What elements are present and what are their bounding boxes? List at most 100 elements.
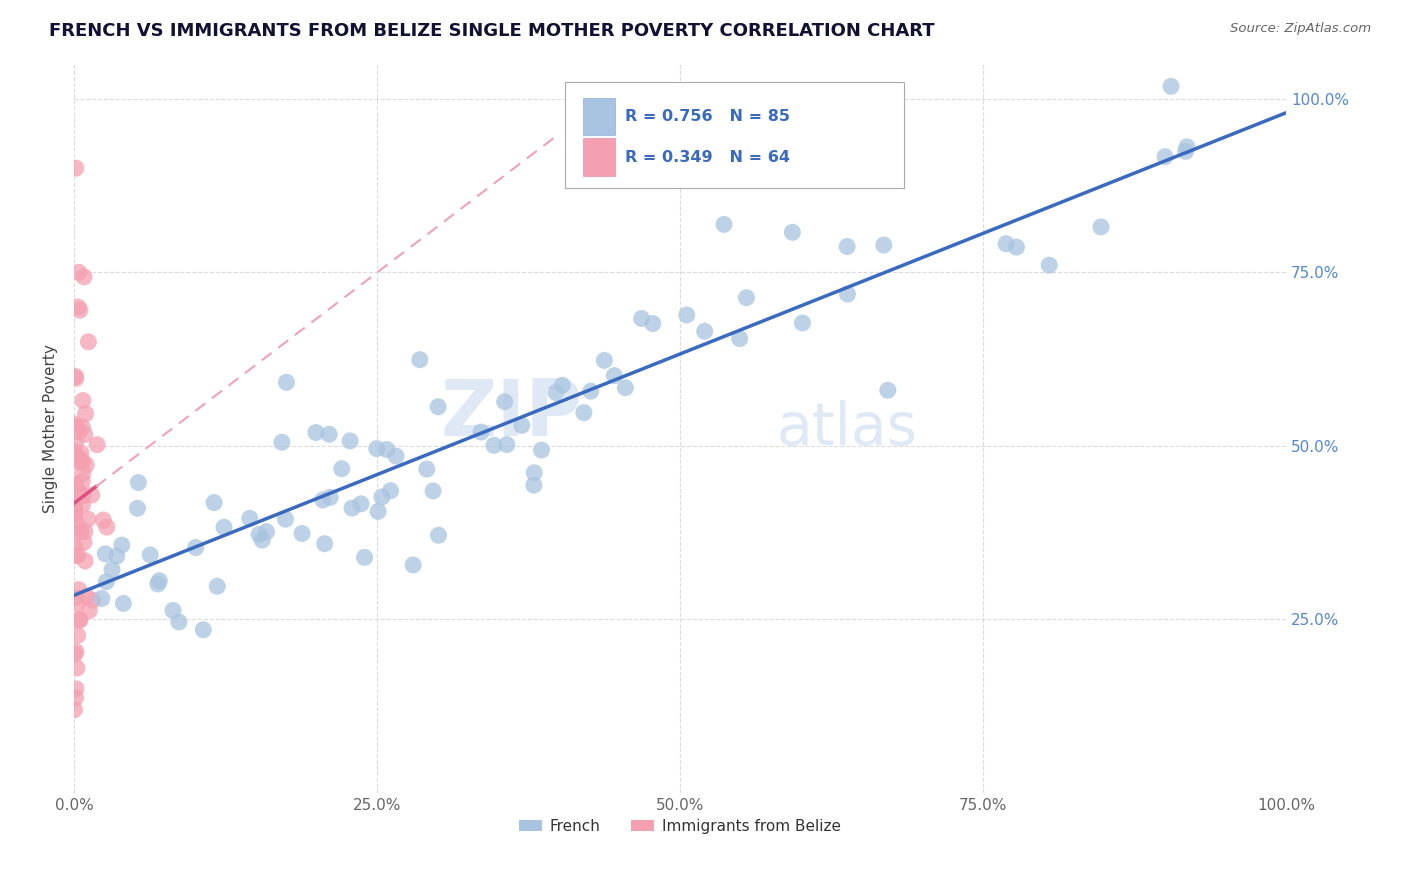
Point <box>72 498 94 512</box>
Text: FRENCH VS IMMIGRANTS FROM BELIZE SINGLE MOTHER POVERTY CORRELATION CHART: FRENCH VS IMMIGRANTS FROM BELIZE SINGLE … <box>49 22 935 40</box>
Point <box>112 596 135 610</box>
Point <box>75 458 97 472</box>
Point <box>380 483 402 498</box>
Point <box>67 613 90 627</box>
Point <box>77 604 100 618</box>
Point <box>86 438 108 452</box>
Point <box>630 311 652 326</box>
Point <box>1160 79 1182 94</box>
Point <box>239 511 262 525</box>
Point <box>111 538 134 552</box>
Point <box>90 591 112 606</box>
Point <box>67 483 90 498</box>
Point <box>66 597 89 611</box>
Point <box>1005 240 1028 254</box>
Point <box>1154 150 1177 164</box>
Point <box>544 385 567 400</box>
Point <box>367 504 389 518</box>
Point <box>523 466 546 480</box>
Point <box>353 550 375 565</box>
Point <box>254 524 277 539</box>
Point <box>572 406 595 420</box>
Y-axis label: Single Mother Poverty: Single Mother Poverty <box>44 344 58 513</box>
Point <box>69 452 91 467</box>
Point <box>70 524 93 539</box>
Point <box>202 496 225 510</box>
Text: Source: ZipAtlas.com: Source: ZipAtlas.com <box>1230 22 1371 36</box>
Point <box>422 483 444 498</box>
Legend: French, Immigrants from Belize: French, Immigrants from Belize <box>513 813 846 840</box>
Point <box>65 690 87 705</box>
Point <box>837 239 859 253</box>
Point <box>77 334 100 349</box>
Point <box>551 378 574 392</box>
Point <box>127 475 149 490</box>
Point <box>193 623 215 637</box>
Point <box>75 590 97 604</box>
Point <box>75 554 97 568</box>
Point <box>73 524 96 539</box>
Point <box>63 500 86 514</box>
Point <box>72 489 94 503</box>
Point <box>1175 140 1198 154</box>
Point <box>495 437 517 451</box>
FancyBboxPatch shape <box>583 97 614 136</box>
Point <box>101 563 124 577</box>
Point <box>603 368 626 383</box>
Point <box>127 501 149 516</box>
Point <box>65 478 87 492</box>
Point <box>63 647 86 661</box>
Point <box>72 393 94 408</box>
Point <box>146 577 169 591</box>
Point <box>510 418 533 433</box>
FancyBboxPatch shape <box>565 82 904 188</box>
Point <box>162 603 184 617</box>
Point <box>65 644 87 658</box>
Point <box>65 591 87 605</box>
Point <box>63 703 86 717</box>
Point <box>94 547 117 561</box>
Point <box>184 541 207 555</box>
Point <box>350 497 373 511</box>
Point <box>66 449 89 463</box>
Text: atlas: atlas <box>778 400 918 457</box>
Point <box>63 522 86 536</box>
Point <box>792 316 814 330</box>
Point <box>385 449 408 463</box>
Text: R = 0.349   N = 64: R = 0.349 N = 64 <box>626 150 790 165</box>
Point <box>212 520 235 534</box>
Point <box>330 461 353 475</box>
Point <box>593 353 616 368</box>
Point <box>167 615 190 629</box>
Point <box>366 442 388 456</box>
Point <box>91 513 114 527</box>
Point <box>305 425 328 440</box>
Point <box>713 218 735 232</box>
Point <box>67 582 90 597</box>
Point <box>876 383 898 397</box>
Point <box>530 443 553 458</box>
Point <box>69 303 91 318</box>
Point <box>314 537 336 551</box>
Point <box>63 417 86 431</box>
Point <box>207 579 229 593</box>
Point <box>728 332 751 346</box>
Point <box>319 491 342 505</box>
Point <box>76 512 98 526</box>
Point <box>63 501 86 516</box>
Point <box>65 371 87 385</box>
Point <box>782 225 804 239</box>
Point <box>65 436 87 450</box>
Point <box>482 438 505 452</box>
Point <box>427 400 450 414</box>
Point <box>339 434 361 448</box>
Point <box>65 161 87 176</box>
Point <box>291 526 314 541</box>
Point <box>72 420 94 434</box>
Point <box>66 661 89 675</box>
Point <box>72 466 94 480</box>
Point <box>72 455 94 469</box>
Point <box>1038 258 1060 272</box>
Point <box>63 540 86 554</box>
Point <box>105 549 128 563</box>
